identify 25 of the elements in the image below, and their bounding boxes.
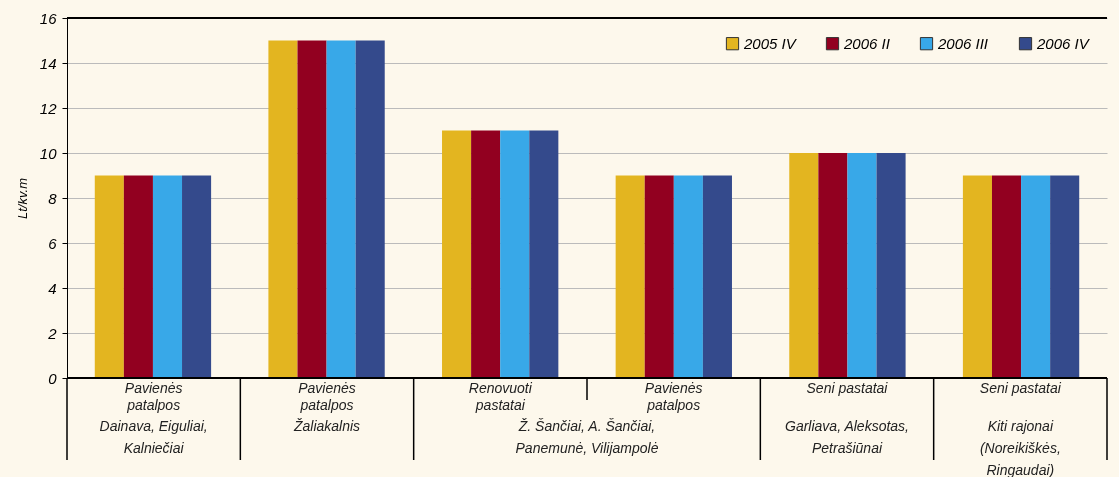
x-tick-label: Renovuoti pastatai <box>468 380 533 413</box>
text: Kiti rajonai (Noreikiškės, Ringaudai) <box>979 418 1061 477</box>
text: Ž. Šančiai, A. Šančiai, Panemunė, Vilijampolė <box>515 418 659 456</box>
y-tick-label: 8 <box>48 189 58 207</box>
y-tick-label: 2 <box>47 324 58 342</box>
x-tick-label: Seni pastatai <box>806 380 889 396</box>
y-tick-label: 10 <box>39 144 58 162</box>
legend-label: 2006 IV <box>1036 34 1091 52</box>
x-tick-label: Pavienės patalpos <box>644 380 703 413</box>
y-tick-label: 16 <box>39 9 58 27</box>
y-tick-label: 6 <box>48 234 58 252</box>
y-tick-label: 4 <box>48 279 57 297</box>
x-tick-label: Pavienės patalpos <box>298 380 356 413</box>
text: Garliava, Aleksotas, Petrašiūnai <box>785 418 909 456</box>
y-tick-label: 0 <box>48 369 58 387</box>
text: Žaliakalnis <box>292 418 361 434</box>
legend-label: 2005 IV <box>743 34 798 52</box>
x-tick-label: Seni pastatai <box>979 380 1062 396</box>
y-tick-label: 12 <box>39 99 58 117</box>
y-axis-title: Lt/kv.m <box>14 177 30 219</box>
text: Dainava, Eiguliai, Kalniečiai <box>99 418 208 456</box>
y-tick-label: 14 <box>39 54 57 72</box>
legend-label: 2006 II <box>843 34 890 52</box>
legend-label: 2006 III <box>937 34 989 52</box>
x-tick-label: Pavienės patalpos <box>124 380 183 413</box>
